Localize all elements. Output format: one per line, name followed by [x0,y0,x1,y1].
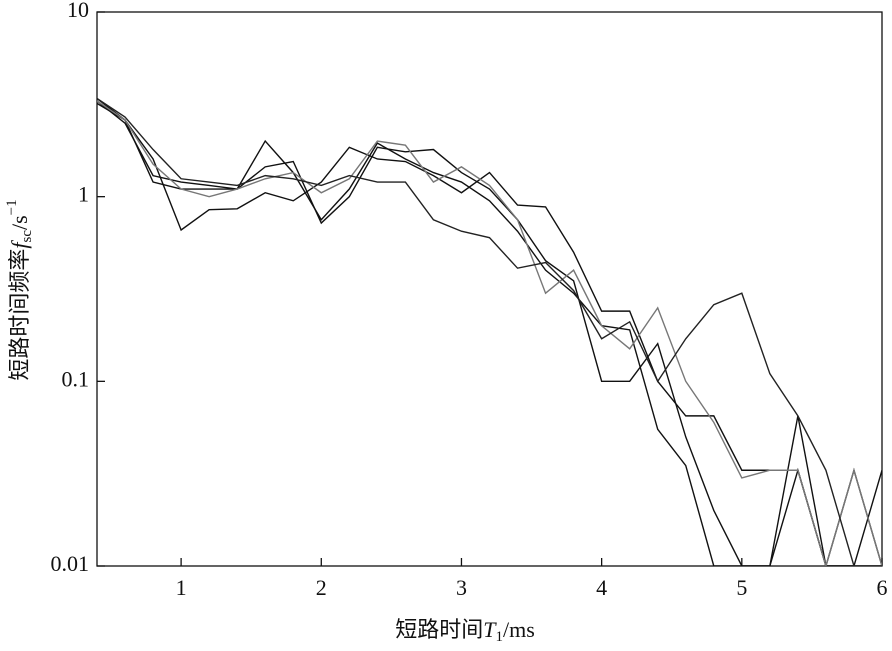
plot-lines [97,97,882,566]
data-line [97,97,882,566]
y-tick-label: 0.01 [51,551,90,576]
data-line [97,102,882,566]
y-tick-label: 0.1 [62,366,90,391]
y-tick-label: 1 [78,182,89,207]
x-tick-label: 1 [176,575,187,600]
x-label-text: 短路时间 [395,617,483,642]
y-tick-label: 10 [67,0,89,22]
x-tick-label: 5 [736,575,747,600]
x-tick-label: 2 [316,575,327,600]
y-label-sup: −1 [4,199,20,215]
y-label-text: 短路时间频率 [7,249,32,381]
x-label-var: T [483,617,497,642]
y-axis-label: 短路时间频率fsc/s−1 [4,199,35,380]
x-tick-label: 4 [596,575,607,600]
data-line [97,100,882,566]
x-tick-label: 3 [456,575,467,600]
data-line [97,100,882,566]
x-label-sub: 1 [495,629,503,645]
y-label-sub: sc [19,230,35,243]
x-axis-label: 短路时间T1/ms [395,617,535,645]
data-line [97,97,882,566]
y-label-var: f [7,240,32,249]
y-label-unit: /s [7,215,32,230]
x-label-unit: /ms [503,617,535,642]
plot-frame [96,11,883,567]
x-tick-label: 6 [877,575,888,600]
